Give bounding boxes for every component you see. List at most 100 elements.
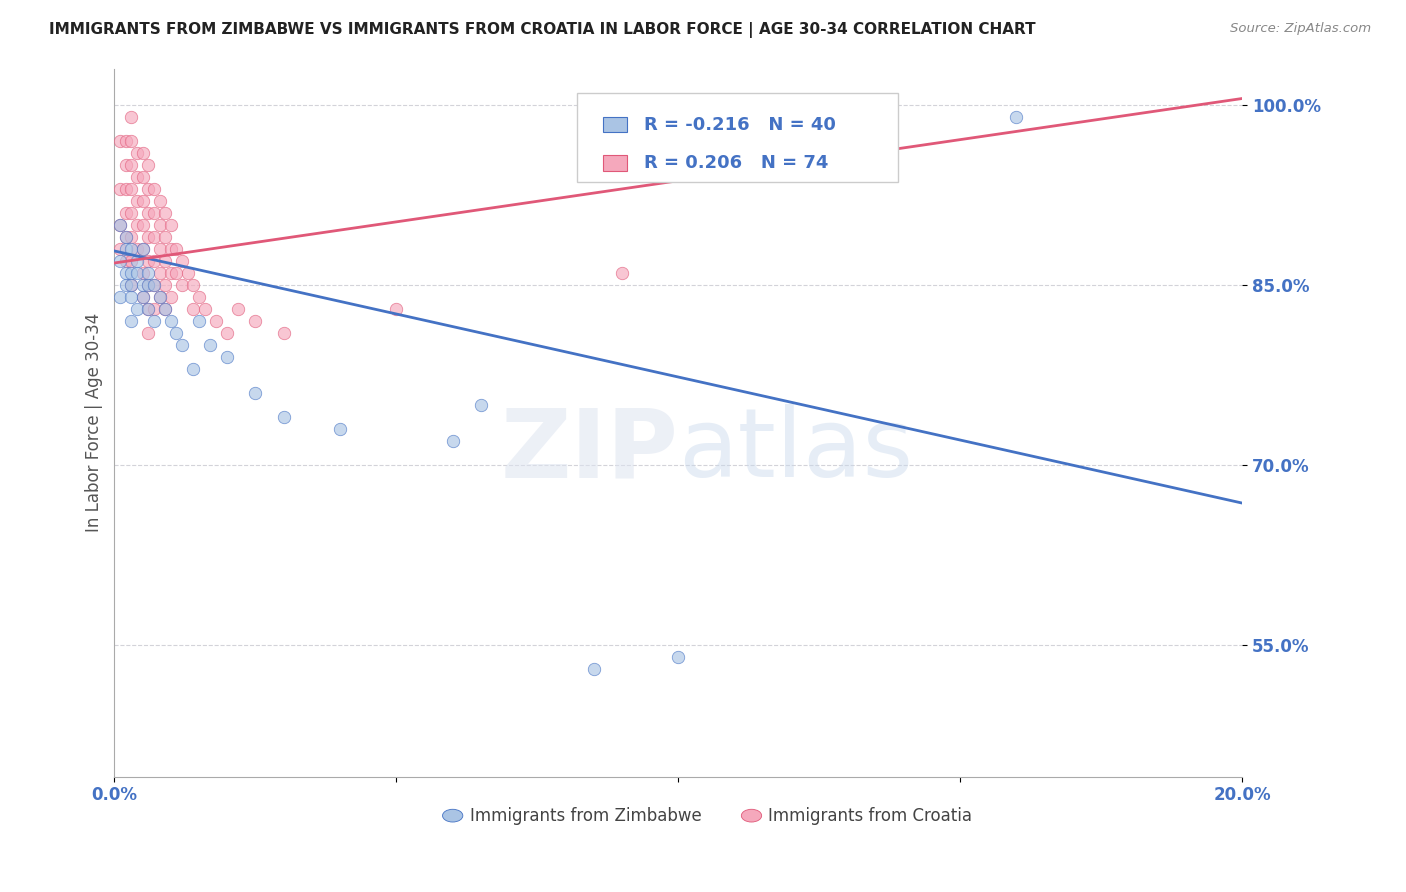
Point [131, 266, 153, 280]
Point [131, 289, 153, 303]
Text: ZIP: ZIP [501, 404, 678, 498]
Text: R = 0.206   N = 74: R = 0.206 N = 74 [644, 154, 828, 172]
Point [159, 218, 181, 232]
Point [114, 205, 136, 219]
Point [125, 169, 148, 184]
Point [136, 326, 159, 340]
Point [131, 218, 153, 232]
Text: R = -0.216   N = 40: R = -0.216 N = 40 [644, 116, 837, 134]
Point [273, 326, 295, 340]
Point [114, 229, 136, 244]
Point [183, 277, 205, 292]
Circle shape [741, 809, 762, 822]
Point [120, 229, 142, 244]
Point [170, 277, 193, 292]
Y-axis label: In Labor Force | Age 30-34: In Labor Force | Age 30-34 [86, 313, 103, 533]
Point [136, 301, 159, 316]
Point [217, 350, 239, 364]
Point [120, 134, 142, 148]
Point [148, 289, 170, 303]
Point [108, 134, 131, 148]
Point [114, 181, 136, 195]
Point [142, 301, 165, 316]
Point [108, 218, 131, 232]
Point [131, 169, 153, 184]
Point [148, 289, 170, 303]
Point [120, 277, 142, 292]
Point [610, 266, 633, 280]
Point [114, 253, 136, 268]
Point [136, 229, 159, 244]
Point [183, 301, 205, 316]
Point [165, 326, 187, 340]
Point [188, 313, 211, 327]
Point [245, 313, 267, 327]
Point [114, 266, 136, 280]
Point [273, 409, 295, 424]
Point [108, 289, 131, 303]
Point [131, 242, 153, 256]
Point [177, 266, 200, 280]
Point [159, 289, 181, 303]
Point [205, 313, 228, 327]
Point [120, 181, 142, 195]
Point [136, 277, 159, 292]
Point [170, 253, 193, 268]
Point [125, 253, 148, 268]
Point [153, 253, 176, 268]
Point [582, 662, 605, 676]
Point [142, 277, 165, 292]
Point [153, 277, 176, 292]
Point [136, 181, 159, 195]
Text: atlas: atlas [678, 404, 914, 498]
Point [131, 277, 153, 292]
Point [114, 277, 136, 292]
Text: IMMIGRANTS FROM ZIMBABWE VS IMMIGRANTS FROM CROATIA IN LABOR FORCE | AGE 30-34 C: IMMIGRANTS FROM ZIMBABWE VS IMMIGRANTS F… [49, 22, 1036, 38]
FancyBboxPatch shape [603, 155, 627, 170]
Point [125, 218, 148, 232]
Point [125, 194, 148, 208]
Point [159, 313, 181, 327]
Point [188, 289, 211, 303]
Point [131, 145, 153, 160]
Point [165, 242, 187, 256]
Point [136, 266, 159, 280]
Point [159, 242, 181, 256]
Text: Source: ZipAtlas.com: Source: ZipAtlas.com [1230, 22, 1371, 36]
Point [120, 313, 142, 327]
Point [136, 301, 159, 316]
Point [159, 266, 181, 280]
Point [1005, 110, 1028, 124]
Point [120, 242, 142, 256]
Point [125, 301, 148, 316]
FancyBboxPatch shape [576, 94, 898, 182]
Point [245, 385, 267, 400]
Point [120, 277, 142, 292]
Point [666, 649, 689, 664]
Point [470, 398, 492, 412]
Point [120, 266, 142, 280]
Point [194, 301, 217, 316]
Point [153, 301, 176, 316]
Point [108, 242, 131, 256]
Point [170, 337, 193, 351]
Point [120, 205, 142, 219]
Point [136, 253, 159, 268]
Point [142, 229, 165, 244]
Text: Immigrants from Zimbabwe: Immigrants from Zimbabwe [470, 806, 702, 824]
Point [165, 266, 187, 280]
Point [153, 301, 176, 316]
Point [142, 253, 165, 268]
Point [131, 194, 153, 208]
Point [114, 229, 136, 244]
Point [142, 313, 165, 327]
Point [148, 218, 170, 232]
Point [108, 218, 131, 232]
Point [329, 422, 352, 436]
Point [142, 181, 165, 195]
Point [114, 242, 136, 256]
Point [183, 361, 205, 376]
Point [131, 289, 153, 303]
Circle shape [443, 809, 463, 822]
Point [125, 145, 148, 160]
